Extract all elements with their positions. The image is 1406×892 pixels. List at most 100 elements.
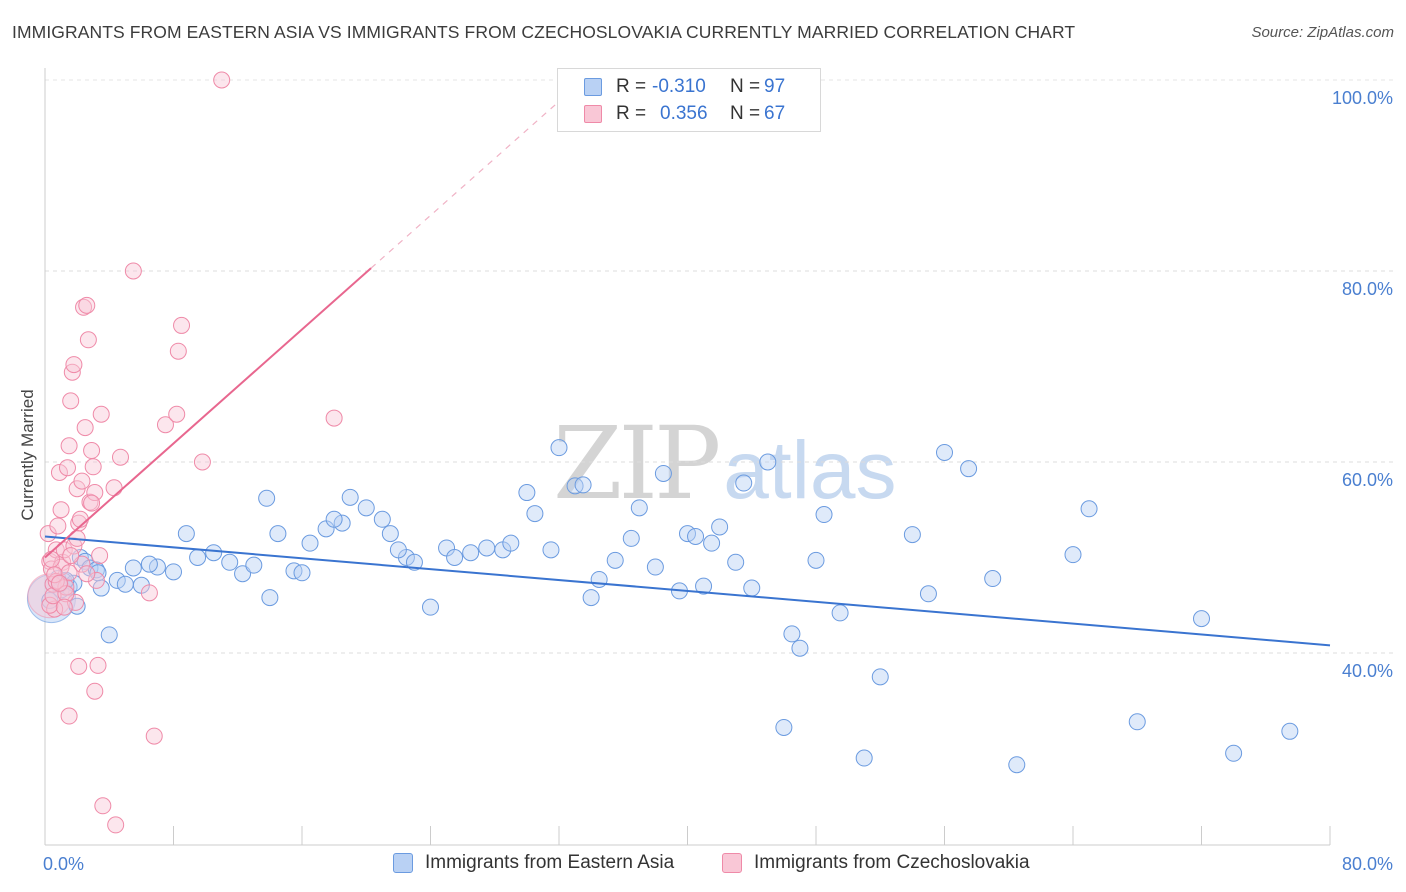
- data-point: [50, 574, 68, 592]
- data-point: [1080, 500, 1098, 518]
- data-point: [1064, 546, 1082, 564]
- data-point: [75, 298, 93, 316]
- data-point: [478, 539, 496, 557]
- y-tick-label: 60.0%: [1342, 470, 1393, 490]
- y-tick-label: 100.0%: [1332, 88, 1393, 108]
- data-point: [91, 547, 109, 565]
- data-point: [83, 494, 101, 512]
- legend-r-value: 0.356: [660, 103, 708, 124]
- data-point: [116, 575, 134, 593]
- data-point: [574, 476, 592, 494]
- data-point: [111, 448, 129, 466]
- data-point: [446, 549, 464, 566]
- data-point: [245, 556, 263, 574]
- data-point: [41, 596, 59, 614]
- data-point: [936, 443, 953, 461]
- data-point: [606, 551, 624, 569]
- data-point: [695, 577, 713, 595]
- series-legend-label: Immigrants from Eastern Asia: [425, 852, 675, 873]
- legend-n-value: 97: [764, 76, 786, 97]
- data-point: [60, 437, 78, 455]
- data-point: [1193, 610, 1210, 628]
- data-point: [62, 547, 80, 565]
- legend-n-label: N =: [730, 103, 761, 124]
- trend-line-eastern-asia: [44, 535, 1331, 647]
- data-point: [177, 525, 195, 543]
- data-point: [373, 510, 391, 528]
- data-point: [269, 525, 287, 543]
- data-point: [78, 565, 96, 583]
- y-tick-label: 40.0%: [1342, 661, 1393, 681]
- data-point: [189, 549, 207, 566]
- data-point: [55, 541, 73, 559]
- data-point: [221, 553, 239, 571]
- data-point: [341, 488, 359, 506]
- data-point: [60, 564, 78, 582]
- data-point: [919, 585, 937, 603]
- data-point: [630, 499, 648, 517]
- data-point: [168, 405, 186, 423]
- series-swatch-pink: [722, 853, 742, 873]
- data-point: [711, 518, 729, 536]
- data-point: [526, 505, 544, 523]
- data-point: [105, 479, 123, 497]
- data-point: [783, 625, 801, 643]
- data-point: [1128, 713, 1146, 731]
- series-legend-eastern-asia: Immigrants from Eastern Asia: [393, 852, 674, 874]
- data-point: [1008, 756, 1026, 774]
- data-point: [76, 419, 94, 437]
- data-point: [165, 563, 182, 581]
- data-point: [213, 71, 231, 89]
- data-point: [92, 405, 110, 423]
- data-point: [687, 527, 705, 545]
- data-point: [65, 356, 83, 374]
- data-point: [903, 526, 921, 544]
- series-legend: Immigrants from Eastern Asia Immigrants …: [0, 852, 1406, 878]
- axes: [44, 68, 1331, 846]
- data-point: [205, 544, 223, 562]
- data-point: [550, 439, 568, 457]
- data-point: [381, 525, 399, 543]
- legend-row-czechoslovakia: R = 0.356 N = 67: [558, 100, 785, 128]
- legend-n-label: N =: [730, 76, 761, 97]
- trend-line-czechoslovakia: [44, 267, 372, 559]
- data-point: [78, 296, 96, 314]
- trend-lines: [44, 93, 1331, 647]
- data-point: [389, 541, 407, 559]
- legend-swatch-pink: [584, 105, 602, 123]
- data-point: [960, 460, 978, 478]
- data-point: [67, 593, 85, 611]
- data-point: [258, 489, 276, 507]
- data-point: [871, 668, 889, 686]
- data-point: [325, 409, 343, 427]
- data-point: [60, 707, 78, 725]
- data-point: [333, 514, 351, 532]
- data-point: [108, 571, 126, 589]
- data-point: [622, 529, 640, 547]
- data-point: [87, 571, 105, 589]
- data-point: [654, 464, 672, 482]
- data-point: [124, 559, 142, 577]
- data-point: [42, 550, 60, 568]
- data-point: [791, 639, 809, 657]
- data-point: [462, 544, 480, 562]
- data-point: [855, 749, 873, 767]
- data-point: [86, 484, 104, 502]
- data-point: [140, 584, 158, 602]
- data-point: [1225, 744, 1243, 762]
- watermark-atlas: atlas: [723, 425, 897, 516]
- data-point: [301, 534, 319, 552]
- data-point: [502, 534, 520, 552]
- data-point: [405, 553, 423, 571]
- y-axis-label: Currently Married: [18, 389, 37, 521]
- data-point: [55, 598, 73, 616]
- data-point: [775, 718, 793, 736]
- data-point: [79, 331, 97, 349]
- data-point: [518, 484, 536, 502]
- data-point: [73, 472, 91, 490]
- data-point: [81, 493, 99, 511]
- data-point: [815, 506, 833, 524]
- data-point: [70, 657, 88, 675]
- data-point: [50, 464, 68, 482]
